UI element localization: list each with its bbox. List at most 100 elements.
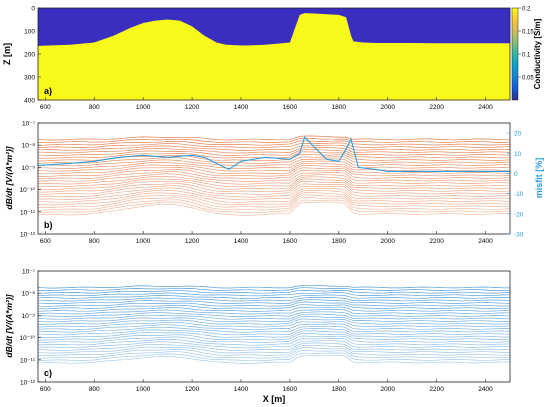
decay-curve: [38, 316, 510, 323]
panel-a-label: a): [44, 86, 52, 96]
decay-curve: [38, 167, 510, 177]
decay-curve: [38, 197, 510, 211]
y-tick-label: 100: [24, 29, 35, 36]
decay-curve: [38, 338, 510, 346]
y-tick-label: 10⁻¹²: [20, 380, 36, 387]
x-tick-label: 2200: [429, 238, 444, 245]
panel-c-ylabel: dB/dt [V/(A*m²)]: [4, 293, 14, 357]
right-tick-label: -30: [514, 232, 524, 239]
x-tick-label: 1400: [234, 104, 249, 111]
panel-b-ylabel: dB/dt [V/(A*m²)]: [4, 145, 14, 209]
y-tick-label: 10⁻¹⁰: [20, 187, 36, 194]
colorbar-tick-label: 0.15: [522, 30, 534, 36]
decay-curve: [38, 301, 510, 307]
x-tick-label: 1400: [234, 238, 249, 245]
decay-curve: [38, 323, 510, 330]
x-tick-label: 800: [89, 386, 100, 393]
x-tick-label: 2200: [429, 386, 444, 393]
colorbar-label: Conductivity [S/m]: [533, 18, 542, 89]
decay-curve: [38, 142, 510, 149]
panel-b-x-ticks: 600 800 1000 1200 1400 1600 1800 2000 2200 2400: [40, 231, 493, 245]
y-tick-label: 10⁻⁷: [22, 121, 36, 128]
decay-curve: [38, 294, 510, 299]
panel-b: 10⁻⁷ 10⁻⁸ 10⁻⁹ 10⁻¹⁰ 10⁻¹¹ 10⁻¹² 20 10 0 -10 -20 -…: [4, 121, 544, 246]
decay-curve: [38, 147, 510, 154]
decay-curve: [38, 328, 510, 336]
decay-curve: [38, 313, 510, 320]
x-tick-label: 2200: [429, 104, 444, 111]
colorbar-tick-label: 0.05: [522, 76, 534, 82]
x-tick-label: 1800: [332, 104, 347, 111]
y-tick-label: 10⁻¹¹: [20, 209, 36, 216]
x-tick-label: 600: [40, 238, 51, 245]
decay-curve: [38, 199, 510, 214]
decay-curve: [38, 190, 510, 203]
decay-curve: [38, 304, 510, 310]
panel-c-x-ticks: 600 800 1000 1200 1400 1600 1800 2000 2200 2400: [40, 379, 493, 393]
colorbar-tick-label: 0.1: [522, 53, 531, 59]
decay-curve: [38, 176, 510, 188]
decay-curve: [38, 325, 510, 333]
decay-curve: [38, 354, 510, 364]
decay-curve: [38, 309, 510, 315]
x-tick-label: 600: [40, 386, 51, 393]
decay-curve: [38, 170, 510, 180]
panel-b-y-ticks: 10⁻⁷ 10⁻⁸ 10⁻⁹ 10⁻¹⁰ 10⁻¹¹ 10⁻¹²: [20, 121, 41, 239]
y-tick-label: 0: [31, 6, 35, 13]
panel-c-label: c): [44, 368, 52, 378]
x-tick-label: 1200: [185, 386, 200, 393]
y-tick-label: 10⁻¹¹: [20, 357, 36, 364]
decay-curve: [38, 137, 510, 144]
y-tick-label: 10⁻⁹: [22, 165, 36, 172]
decay-curve: [38, 349, 510, 359]
decay-curve: [38, 347, 510, 357]
decay-curve: [38, 178, 510, 190]
decay-curve: [38, 284, 510, 289]
x-axis-label: X [m]: [263, 394, 286, 404]
panel-c: 10⁻⁷ 10⁻⁸ 10⁻⁹ 10⁻¹⁰ 10⁻¹¹ 10⁻¹² 600 800 1000 12…: [4, 269, 511, 393]
panel-b-right-ylabel: misfit [%]: [534, 158, 544, 199]
x-tick-label: 1000: [136, 104, 151, 111]
colorbar-tick-label: 0.2: [522, 7, 531, 13]
panel-a-x-ticks: 600 800 1000 1200 1400 1600 1800 2000 2200 2400: [40, 97, 493, 111]
y-tick-label: 10⁻⁸: [22, 143, 36, 150]
decay-curve: [38, 149, 510, 156]
y-tick-label: 10⁻⁸: [22, 291, 36, 298]
decay-curve: [38, 352, 510, 362]
decay-curve: [38, 296, 510, 302]
decay-curve: [38, 192, 510, 206]
decay-curve: [38, 318, 510, 325]
colorbar: [511, 7, 519, 101]
y-tick-label: 400: [24, 98, 35, 105]
decay-curve: [38, 156, 510, 164]
decay-curve: [38, 342, 510, 351]
x-tick-label: 2400: [478, 104, 493, 111]
decay-curve: [38, 158, 510, 167]
x-tick-label: 1600: [283, 386, 298, 393]
decay-curve: [38, 311, 510, 317]
x-tick-label: 1000: [136, 386, 151, 393]
x-tick-label: 1600: [283, 104, 298, 111]
x-tick-label: 1800: [332, 238, 347, 245]
decay-curve: [38, 183, 510, 196]
panel-c-curves: [38, 284, 510, 364]
decay-curve: [38, 144, 510, 151]
right-tick-label: -10: [514, 191, 524, 198]
right-tick-label: 10: [514, 151, 522, 158]
x-tick-label: 1000: [136, 238, 151, 245]
decay-curve: [38, 289, 510, 294]
x-tick-label: 2400: [478, 386, 493, 393]
decay-curve: [38, 194, 510, 209]
decay-curve: [38, 340, 510, 349]
decay-curve: [38, 335, 510, 344]
x-tick-label: 1400: [234, 386, 249, 393]
y-tick-label: 10⁻¹²: [20, 232, 36, 239]
right-tick-label: 0: [514, 171, 518, 178]
decay-curve: [38, 185, 510, 198]
panel-b-label: b): [44, 220, 53, 230]
colorbar-ticks: 0.2 0.15 0.1 0.05: [518, 7, 534, 82]
decay-curve: [38, 162, 510, 172]
panel-a-ylabel: Z [m]: [2, 43, 12, 65]
right-tick-label: 20: [514, 131, 522, 138]
